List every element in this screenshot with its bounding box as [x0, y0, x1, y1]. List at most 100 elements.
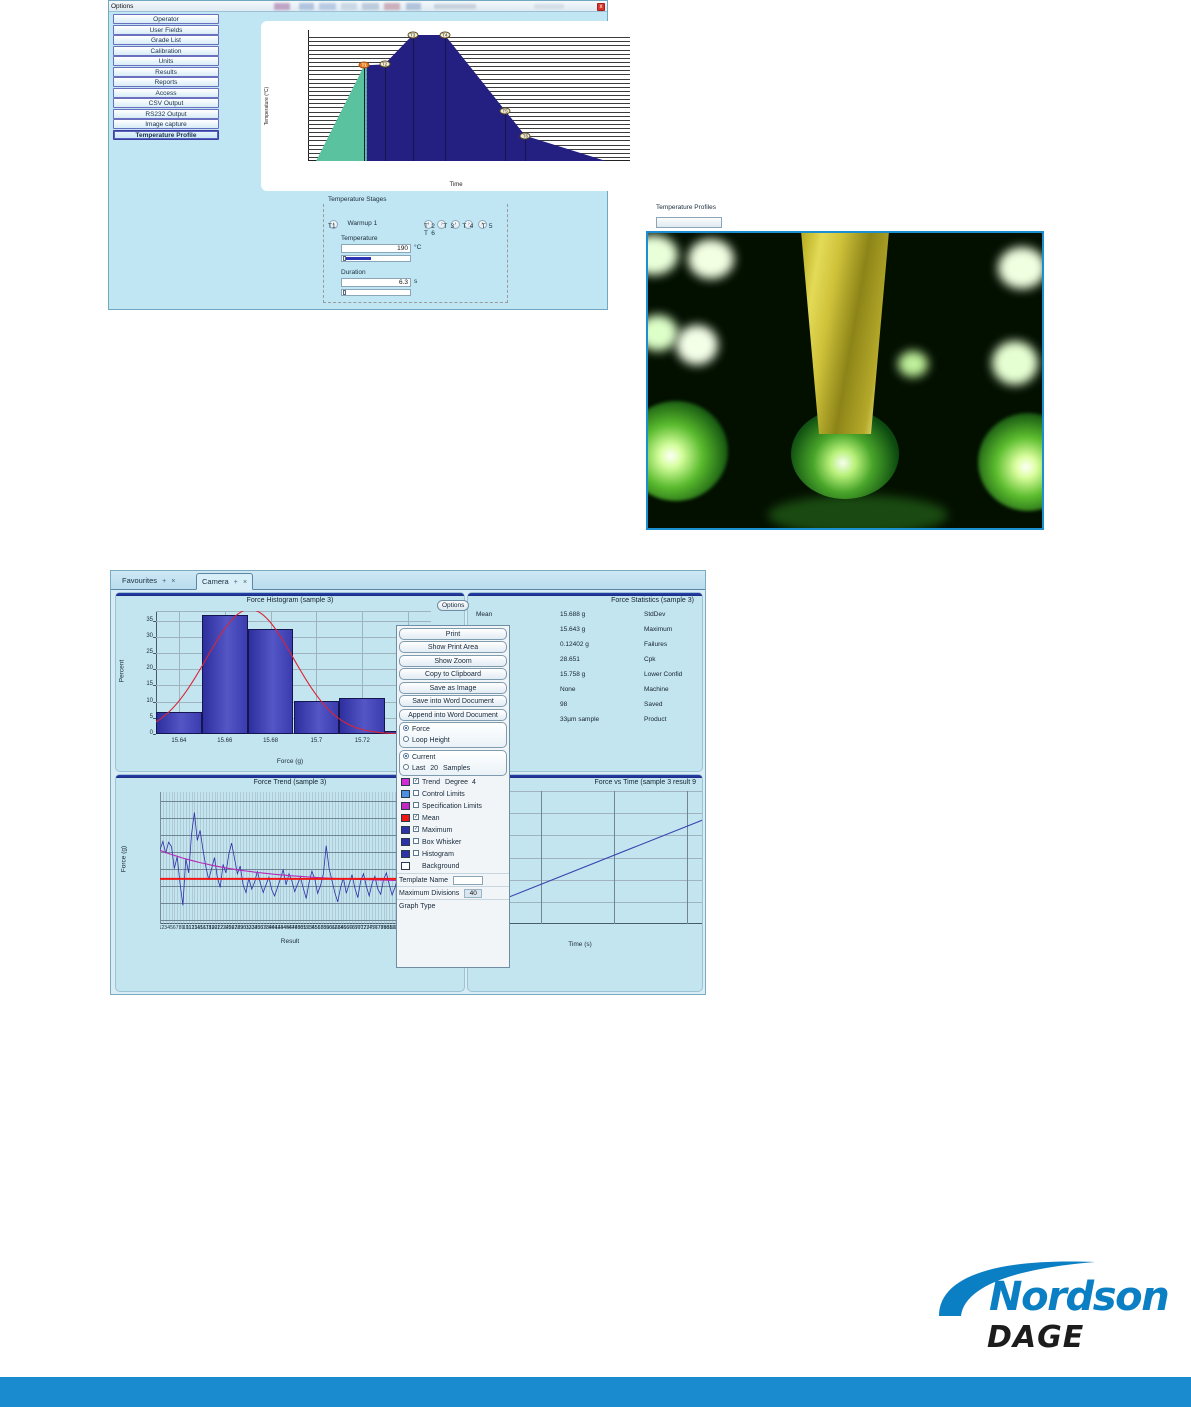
measure-radio-group: Force Loop Height [399, 722, 507, 748]
tp-marker-t6[interactable]: T6 [519, 132, 531, 140]
sidebar-item-grade-list[interactable]: Grade List [113, 35, 219, 45]
color-swatch[interactable] [401, 826, 410, 835]
sidebar-item-rs232-output[interactable]: RS232 Output [113, 108, 219, 119]
histogram-y-axis [156, 611, 157, 734]
sidebar-item-calibration[interactable]: Calibration [113, 45, 219, 56]
tp-marker-t2[interactable]: T2 [379, 60, 390, 68]
color-swatch[interactable] [401, 778, 410, 787]
bokeh-highlight [648, 315, 678, 351]
sidebar-item-csv-output[interactable]: CSV Output [113, 98, 219, 108]
trend-x-tick-label: 41 [271, 925, 278, 931]
checkbox-icon[interactable] [413, 802, 419, 809]
sidebar-item-operator[interactable]: Operator [113, 14, 219, 24]
close-icon[interactable]: × [171, 578, 176, 585]
next-stage-t2-button[interactable]: › [424, 220, 433, 229]
duration-slider-thumb[interactable] [343, 290, 346, 295]
template-name-input[interactable] [452, 875, 483, 885]
temperature-slider[interactable] [341, 255, 411, 262]
stat-value: 15.758 g [560, 671, 586, 678]
tp-marker-t3[interactable]: T3 [407, 31, 419, 39]
color-swatch[interactable] [401, 862, 410, 871]
tp-marker-t1[interactable]: T1 [358, 61, 370, 69]
range-radio-group: Current Last 20 Samples [399, 749, 507, 776]
duration-slider[interactable] [341, 289, 411, 296]
append-into-word-document-button[interactable]: Append into Word Document [399, 708, 507, 721]
next-stage-t4-button[interactable]: › [450, 220, 460, 229]
legend-item-histogram[interactable]: Histogram [397, 849, 509, 861]
show-print-area-button[interactable]: Show Print Area [399, 641, 507, 653]
stage-label-t3: T3 [443, 223, 458, 230]
stat-left-label: Mean [476, 611, 493, 618]
duration-input[interactable]: 6.3 [341, 278, 411, 287]
sidebar-item-user-fields[interactable]: User Fields [113, 24, 219, 35]
trend-gridline [228, 792, 230, 924]
temperature-input[interactable]: 190 [341, 244, 411, 253]
color-swatch[interactable] [401, 814, 410, 823]
sidebar-item-units[interactable]: Units [113, 56, 219, 66]
legend-item-specification-limits[interactable]: Specification Limits [397, 801, 509, 813]
radio-loop-height[interactable]: Loop Height [400, 735, 506, 746]
color-swatch[interactable] [401, 790, 410, 799]
legend-item-background[interactable]: Background [397, 861, 509, 873]
stat-value: 33µm sample [560, 716, 600, 723]
color-swatch[interactable] [401, 802, 410, 811]
maximum-divisions-label: Maximum Divisions [399, 890, 460, 897]
graph-type-row[interactable]: Graph Type [397, 899, 509, 912]
legend-extra-value[interactable]: 4 [472, 779, 476, 786]
fvt-gridline [468, 901, 702, 903]
legend-item-box-whisker[interactable]: Box Whisker [397, 837, 509, 849]
histogram-y-tick [153, 620, 156, 622]
sidebar-item-results[interactable]: Results [113, 66, 219, 77]
color-swatch[interactable] [401, 850, 410, 859]
copy-to-clipboard-button[interactable]: Copy to Clipboard [399, 668, 507, 680]
tp-marker-t4[interactable]: T4 [439, 31, 451, 39]
checkbox-icon[interactable]: ✓ [413, 814, 419, 821]
trend-gridline [234, 792, 236, 924]
checkbox-icon[interactable]: ✓ [413, 778, 419, 785]
checkbox-icon[interactable] [413, 790, 419, 797]
add-icon[interactable]: + [233, 579, 238, 586]
next-stage-t6-button[interactable]: › [477, 220, 487, 229]
options-menu-toggle[interactable]: Options [437, 600, 470, 611]
trend-gridline [372, 792, 374, 924]
show-zoom-button[interactable]: Show Zoom [399, 654, 507, 667]
last-samples-value[interactable]: 20 [430, 764, 438, 772]
profile-select[interactable] [656, 217, 722, 228]
legend-item-trend[interactable]: ✓ Trend Degree 4 [397, 777, 509, 789]
tp-marker-t5[interactable]: T5 [499, 107, 511, 115]
checkbox-icon[interactable] [413, 850, 419, 857]
tab-favourites[interactable]: Favourites + × [117, 573, 180, 590]
temperature-slider-thumb[interactable] [343, 256, 346, 261]
trend-x-tick-label: 82 [389, 925, 395, 931]
trend-x-tick-label: 22 [217, 925, 223, 931]
sidebar-item-access[interactable]: Access [113, 87, 219, 98]
sidebar-item-temperature-profile[interactable]: Temperature Profile [113, 129, 219, 140]
sidebar-item-reports[interactable]: Reports [113, 77, 219, 87]
legend-item-maximum[interactable]: ✓ Maximum [397, 825, 509, 837]
trend-x-tick-label: 26 [228, 925, 235, 931]
radio-last-samples[interactable]: Last 20 Samples [400, 763, 506, 774]
histogram-y-tick [153, 669, 156, 671]
trend-gridline [194, 792, 196, 924]
print-button[interactable]: Print [399, 627, 507, 640]
sidebar-item-image-capture[interactable]: Image capture [113, 119, 219, 129]
trend-x-tick-label: 30 [240, 925, 246, 931]
maximum-divisions-input[interactable]: 40 [464, 888, 483, 898]
legend-item-mean[interactable]: ✓ Mean [397, 813, 509, 825]
close-icon[interactable]: × [242, 579, 248, 586]
checkbox-icon[interactable] [413, 838, 419, 845]
add-icon[interactable]: + [162, 578, 167, 585]
close-icon[interactable]: x [597, 2, 605, 11]
tab-camera[interactable]: Camera + × [196, 573, 254, 590]
color-swatch[interactable] [401, 838, 410, 847]
legend-item-control-limits[interactable]: Control Limits [397, 789, 509, 801]
trend-x-tick-label: 83 [392, 925, 398, 931]
next-stage-t5-button[interactable]: › [464, 220, 474, 229]
save-as-image-button[interactable]: Save as Image [399, 681, 507, 694]
checkbox-icon[interactable]: ✓ [413, 826, 419, 833]
radio-force[interactable]: Force [400, 724, 506, 735]
histogram-y-tick [153, 717, 156, 719]
save-into-word-document-button[interactable]: Save into Word Document [399, 695, 507, 707]
next-stage-t3-button[interactable]: › [437, 220, 447, 229]
radio-current[interactable]: Current [400, 752, 506, 763]
